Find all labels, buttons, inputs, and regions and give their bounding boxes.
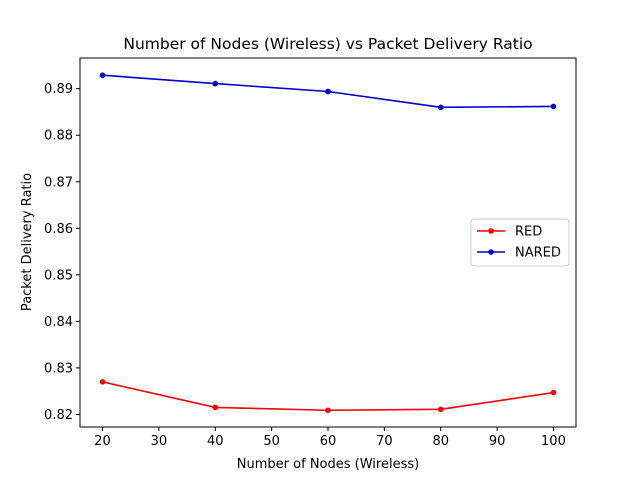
y-tick-label: 0.88 bbox=[44, 129, 73, 144]
legend-marker-red bbox=[488, 228, 494, 234]
data-point-red bbox=[325, 407, 331, 414]
x-tick-label: 80 bbox=[432, 434, 449, 449]
x-tick-label: 30 bbox=[151, 434, 168, 449]
x-tick-label: 40 bbox=[207, 434, 224, 449]
x-tick-label: 60 bbox=[320, 434, 337, 449]
legend: RED NARED bbox=[470, 218, 570, 267]
x-tick-label: 100 bbox=[541, 434, 566, 449]
y-axis-label: Packet Delivery Ratio bbox=[20, 173, 35, 311]
y-tick-label: 0.85 bbox=[44, 268, 73, 283]
x-tick-label: 50 bbox=[263, 434, 280, 449]
x-tick-label: 90 bbox=[489, 434, 506, 449]
x-tick-label: 70 bbox=[376, 434, 393, 449]
data-point-nared bbox=[99, 72, 106, 79]
data-point-nared bbox=[325, 88, 331, 95]
legend-marker-nared bbox=[488, 249, 494, 255]
y-tick-label: 0.82 bbox=[44, 408, 73, 423]
data-point-red bbox=[437, 406, 444, 413]
x-tick-label: 20 bbox=[94, 434, 111, 449]
legend-label-red: RED bbox=[515, 225, 542, 240]
x-axis-label: Number of Nodes (Wireless) bbox=[237, 457, 419, 472]
y-tick-label: 0.83 bbox=[44, 361, 73, 376]
data-point-nared bbox=[212, 80, 219, 87]
y-tick-label: 0.87 bbox=[44, 175, 73, 190]
y-tick-label: 0.86 bbox=[44, 222, 73, 237]
y-tick-label: 0.84 bbox=[44, 315, 73, 330]
data-point-red bbox=[212, 404, 219, 411]
y-tick-label: 0.89 bbox=[44, 82, 73, 97]
data-point-red bbox=[550, 389, 557, 396]
plot-area: 20 30 40 50 60 70 80 90 100 0.82 0.83 0.84 0.85 0.86 0… bbox=[44, 57, 577, 449]
data-point-nared bbox=[437, 104, 444, 111]
data-point-nared bbox=[550, 103, 557, 110]
chart-title: Number of Nodes (Wireless) vs Packet Del… bbox=[123, 35, 532, 53]
data-point-red bbox=[99, 379, 106, 385]
legend-label-nared: NARED bbox=[515, 246, 561, 261]
